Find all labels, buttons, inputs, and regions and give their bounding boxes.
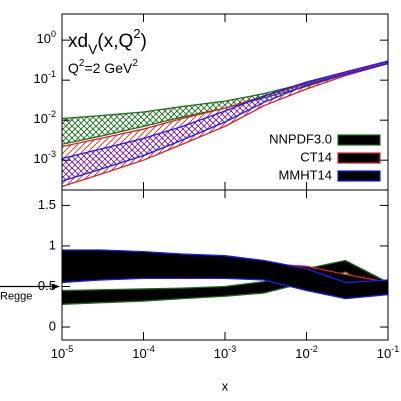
band-edge xyxy=(62,249,388,284)
x-tick-label: 10-1 xyxy=(377,344,399,361)
y-tick-label: 10-2 xyxy=(34,110,56,127)
legend-swatch xyxy=(337,170,381,182)
band-edge xyxy=(62,277,388,300)
x-tick-label: 10-3 xyxy=(214,344,236,361)
y-tick-label: 10-1 xyxy=(34,70,56,87)
subtitle: Q2=2 GeV2 xyxy=(68,58,138,76)
legend-swatch xyxy=(337,134,381,146)
band-edge xyxy=(62,259,388,292)
y-tick-label: 10-3 xyxy=(34,150,56,167)
y-tick-label: 1 xyxy=(49,237,56,252)
y-tick-label: 0.5 xyxy=(38,278,56,293)
annotation: Regge xyxy=(0,290,32,302)
annotation-arrowhead xyxy=(52,283,60,290)
legend-label: MMHT14 xyxy=(279,167,332,182)
x-tick-label: 10-2 xyxy=(295,344,317,361)
band-edge xyxy=(62,60,388,160)
panel xyxy=(62,60,388,188)
legend-label: CT14 xyxy=(300,149,332,164)
plot-frame xyxy=(61,189,389,341)
y-tick-label: 1.5 xyxy=(38,197,56,212)
band xyxy=(62,250,388,299)
x-tick-label: 10-5 xyxy=(51,344,73,361)
x-axis-label: x xyxy=(222,378,229,393)
x-tick-label: 10-4 xyxy=(132,344,154,361)
legend-swatch xyxy=(337,152,381,164)
legend-label: NNPDF3.0 xyxy=(269,131,332,146)
band-edge xyxy=(62,62,388,188)
panel xyxy=(62,249,388,305)
y-tick-label: 100 xyxy=(37,30,56,47)
y-tick-label: 0 xyxy=(49,318,56,333)
band xyxy=(62,61,388,182)
band-edge xyxy=(62,62,388,182)
chart-title: xdV(x,Q2) xyxy=(68,26,147,57)
band xyxy=(62,61,388,145)
